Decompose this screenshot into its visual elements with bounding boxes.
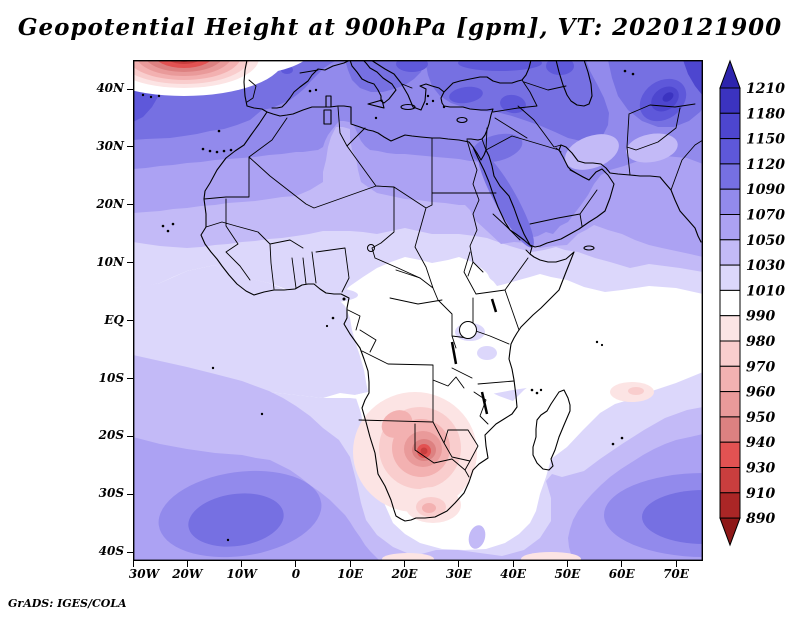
coastlines-layer <box>200 60 702 522</box>
x-axis-tick-label: 10W <box>226 567 257 581</box>
y-axis-tick <box>127 262 133 264</box>
colorbar-label: 930 <box>746 461 775 477</box>
colorbar-label: 1070 <box>746 208 785 224</box>
colorbar-segment <box>719 416 741 443</box>
colorbar-label: 1180 <box>746 106 785 122</box>
colorbar-label: 990 <box>746 309 775 325</box>
y-axis-tick <box>127 88 133 90</box>
y-axis-tick <box>127 320 133 322</box>
y-axis-tick-label: 30S <box>98 486 124 501</box>
borders-layer <box>203 69 703 478</box>
colorbar-segment <box>719 188 741 215</box>
x-axis-tick <box>566 561 568 567</box>
africa-contour-map <box>133 60 703 562</box>
y-axis-tick-label: 30N <box>96 138 124 153</box>
y-axis-tick-label: 20N <box>96 196 124 211</box>
x-axis-tick <box>295 561 297 567</box>
x-axis-tick <box>132 561 134 567</box>
colorbar-segment <box>719 492 741 519</box>
colorbar-segment <box>719 264 741 291</box>
south-atlantic-high-core <box>188 493 284 547</box>
x-axis-tick <box>621 561 623 567</box>
y-axis-tick-label: 40S <box>98 544 124 559</box>
y-axis-tick <box>127 551 133 553</box>
x-axis-tick-label: 20W <box>172 567 203 581</box>
x-axis-tick <box>186 561 188 567</box>
map-frame <box>133 60 703 562</box>
x-axis-tick-label: 30E <box>445 567 472 581</box>
colorbar-segment <box>719 365 741 393</box>
colorbar-segment <box>719 340 741 367</box>
colorbar-label: 1030 <box>746 258 785 274</box>
x-axis-tick-label: 40E <box>500 567 527 581</box>
colorbar-segment <box>719 138 741 165</box>
y-axis-tick-label: 10N <box>96 254 124 269</box>
x-axis-tick <box>349 561 351 567</box>
lakes-layer <box>367 244 498 415</box>
colorbar-segment <box>719 163 741 190</box>
x-axis-tick <box>241 561 243 567</box>
colorbar-label: 950 <box>746 410 775 426</box>
x-axis-tick-label: 0 <box>291 567 301 581</box>
colorbar-top-arrow <box>719 59 741 89</box>
colorbar-segment <box>719 214 741 241</box>
colorbar-label: 1090 <box>746 182 785 198</box>
colorbar-segment <box>719 112 741 140</box>
y-axis-tick-label: 20S <box>98 428 124 443</box>
x-axis-tick <box>458 561 460 567</box>
colorbar-segment <box>719 391 741 418</box>
south-indian-high-core <box>642 490 703 544</box>
southern-africa-thermal-low <box>353 392 477 512</box>
colorbar-label: 1210 <box>746 81 785 97</box>
y-axis-tick-label: 10S <box>98 370 124 385</box>
colorbar-segment <box>719 441 741 469</box>
y-axis-tick-label: 40N <box>96 81 124 95</box>
colorbar-segment <box>719 315 741 342</box>
colorbar-label: 1010 <box>746 283 785 299</box>
colorbar-label: 1050 <box>746 233 785 249</box>
colorbar-segment <box>719 467 741 494</box>
y-axis-tick <box>127 146 133 148</box>
y-axis-tick-label: EQ <box>104 312 124 327</box>
x-axis-tick <box>404 561 405 567</box>
x-axis-tick <box>512 561 514 567</box>
x-axis-tick-label: 50E <box>554 567 581 581</box>
y-axis-tick <box>127 493 133 495</box>
colorbar-label: 1120 <box>746 157 785 173</box>
colorbar-label: 890 <box>746 511 775 527</box>
north-atlantic-low <box>133 60 314 96</box>
colorbar-segment <box>719 289 741 317</box>
grads-credit: GrADS: IGES/COLA <box>8 597 127 610</box>
x-axis-tick <box>675 561 677 567</box>
x-axis-tick-label: 30W <box>128 567 160 581</box>
colorbar-label: 1150 <box>746 132 785 148</box>
colorbar-segment <box>719 87 741 114</box>
y-axis-tick <box>127 204 133 206</box>
y-axis-tick <box>127 378 133 379</box>
colorbar-label: 940 <box>746 435 775 451</box>
colorbar-label: 980 <box>746 334 775 350</box>
x-axis-tick-label: 10E <box>337 567 364 581</box>
colorbar-segment <box>719 239 741 266</box>
colorbar-bottom-arrow <box>719 517 741 547</box>
colorbar-label: 910 <box>746 486 775 502</box>
colorbar-label: 970 <box>746 359 775 375</box>
x-axis-tick-label: 60E <box>608 567 635 581</box>
contour-fill-layer <box>133 60 703 561</box>
x-axis-tick-label: 70E <box>663 567 689 581</box>
colorbar-label: 960 <box>746 385 775 401</box>
x-axis-tick-label: 20E <box>391 567 418 581</box>
islands-layer <box>141 69 635 542</box>
plot-title: Geopotential Height at 900hPa [gpm], VT:… <box>17 14 783 41</box>
y-axis-tick <box>127 435 133 437</box>
